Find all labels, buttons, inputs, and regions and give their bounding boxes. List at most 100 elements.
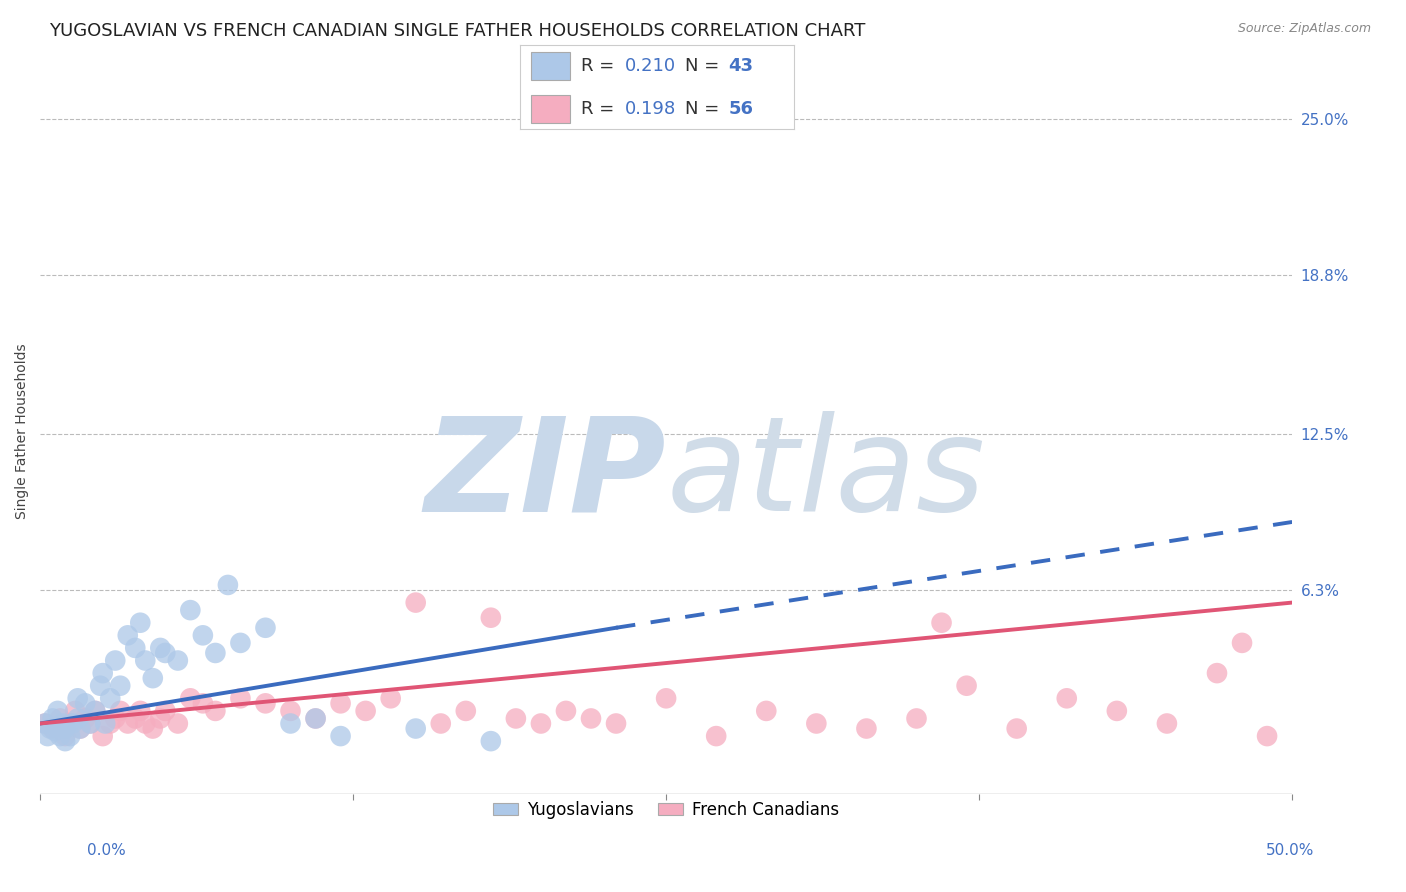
Point: [37, 729, 59, 743]
Point: [155, 646, 177, 660]
Point: [34, 716, 56, 731]
Point: [1206, 666, 1229, 681]
Point: [254, 621, 277, 635]
Point: [1105, 704, 1128, 718]
Point: [66, 691, 89, 706]
Text: 0.0%: 0.0%: [87, 843, 127, 858]
Point: [579, 711, 602, 725]
Point: [66, 711, 89, 725]
Point: [166, 716, 188, 731]
Point: [59, 729, 82, 743]
Point: [53, 729, 76, 743]
Point: [454, 704, 477, 718]
Point: [84, 704, 107, 718]
Point: [806, 716, 828, 731]
Point: [134, 653, 156, 667]
Point: [149, 640, 172, 655]
Point: [605, 716, 627, 731]
Text: ZIP: ZIP: [425, 411, 666, 538]
Point: [155, 704, 177, 718]
Point: [479, 610, 502, 624]
Point: [124, 711, 146, 725]
Point: [530, 716, 553, 731]
FancyBboxPatch shape: [531, 53, 569, 80]
Point: [75, 711, 97, 725]
Point: [329, 729, 352, 743]
Point: [217, 578, 239, 592]
Point: [142, 722, 165, 736]
Point: [98, 716, 121, 731]
Text: R =: R =: [581, 100, 620, 118]
Point: [1256, 729, 1278, 743]
Point: [1156, 716, 1178, 731]
Point: [304, 711, 326, 725]
Point: [179, 603, 201, 617]
Point: [354, 704, 377, 718]
Point: [94, 716, 117, 731]
Point: [380, 691, 402, 706]
Point: [46, 704, 69, 718]
Point: [124, 640, 146, 655]
Point: [104, 711, 127, 725]
Point: [655, 691, 678, 706]
Point: [41, 711, 63, 725]
Point: [204, 646, 226, 660]
Point: [429, 716, 451, 731]
Point: [53, 734, 76, 748]
Text: 56: 56: [728, 100, 754, 118]
Text: 43: 43: [728, 57, 754, 75]
Point: [229, 636, 252, 650]
FancyBboxPatch shape: [531, 95, 569, 122]
Text: N =: N =: [685, 100, 724, 118]
Point: [91, 666, 114, 681]
Point: [89, 679, 111, 693]
Point: [44, 724, 66, 739]
Text: R =: R =: [581, 57, 620, 75]
Point: [229, 691, 252, 706]
Point: [280, 716, 302, 731]
Point: [53, 722, 76, 736]
Y-axis label: Single Father Households: Single Father Households: [15, 343, 30, 519]
Point: [69, 722, 91, 736]
Point: [191, 628, 214, 642]
Legend: Yugoslavians, French Canadians: Yugoslavians, French Canadians: [486, 794, 845, 826]
Point: [280, 704, 302, 718]
Text: atlas: atlas: [666, 411, 986, 538]
Point: [129, 704, 152, 718]
Point: [179, 691, 201, 706]
Text: 50.0%: 50.0%: [1267, 843, 1315, 858]
Point: [59, 716, 82, 731]
Point: [1230, 636, 1253, 650]
Point: [204, 704, 226, 718]
Point: [75, 697, 97, 711]
Point: [39, 722, 62, 736]
Point: [34, 716, 56, 731]
Point: [191, 697, 214, 711]
Point: [855, 722, 877, 736]
Text: 0.198: 0.198: [624, 100, 676, 118]
Point: [110, 704, 132, 718]
Point: [1056, 691, 1078, 706]
Point: [304, 711, 326, 725]
Point: [117, 716, 139, 731]
Point: [98, 691, 121, 706]
Point: [84, 704, 107, 718]
Text: Source: ZipAtlas.com: Source: ZipAtlas.com: [1237, 22, 1371, 36]
Point: [254, 697, 277, 711]
Point: [405, 722, 427, 736]
Point: [79, 716, 101, 731]
Point: [49, 711, 72, 725]
Point: [1005, 722, 1028, 736]
Point: [479, 734, 502, 748]
Point: [166, 653, 188, 667]
Point: [142, 671, 165, 685]
Point: [134, 716, 156, 731]
Point: [110, 679, 132, 693]
Point: [63, 704, 86, 718]
Point: [405, 596, 427, 610]
Text: 0.210: 0.210: [624, 57, 675, 75]
Text: N =: N =: [685, 57, 724, 75]
Point: [129, 615, 152, 630]
Text: YUGOSLAVIAN VS FRENCH CANADIAN SINGLE FATHER HOUSEHOLDS CORRELATION CHART: YUGOSLAVIAN VS FRENCH CANADIAN SINGLE FA…: [49, 22, 866, 40]
Point: [555, 704, 578, 718]
